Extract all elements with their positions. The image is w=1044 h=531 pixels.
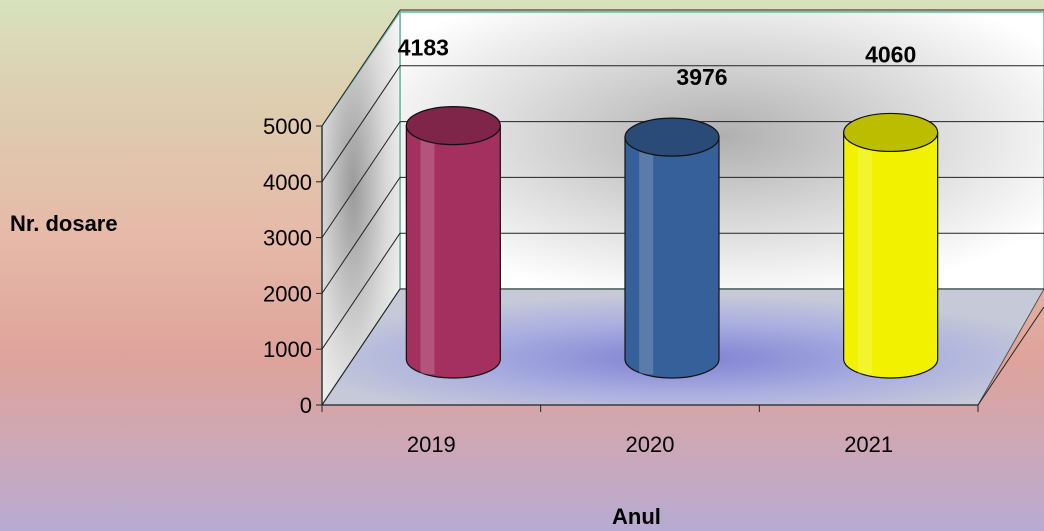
y-tick-label: 0 <box>300 393 312 418</box>
bar-2019 <box>405 105 501 379</box>
data-label-2021: 4060 <box>865 41 916 67</box>
data-label-2020: 3976 <box>676 64 727 90</box>
bar-2021 <box>843 112 939 379</box>
gridline-side <box>321 9 401 127</box>
gridline-side <box>321 288 401 406</box>
bar-top-shade <box>406 106 501 145</box>
bar-top <box>405 105 501 146</box>
bar-top <box>843 112 939 153</box>
gridline-side <box>321 65 401 183</box>
x-tick-label-2020: 2020 <box>626 432 675 457</box>
x-tick-label-2021: 2021 <box>844 432 893 457</box>
floor-edge <box>977 306 1044 406</box>
gridline-side <box>321 177 401 294</box>
y-axis-title: Nr. dosare <box>10 211 118 236</box>
bar-2020 <box>624 117 720 379</box>
y-tick-label: 2000 <box>263 281 312 306</box>
y-tick-label: 5000 <box>263 114 312 139</box>
y-tick-label: 3000 <box>263 226 312 251</box>
bar-body <box>843 131 939 379</box>
bar-top-shade <box>625 118 719 157</box>
x-tick-label-2019: 2019 <box>407 432 456 457</box>
bar-body <box>405 124 501 379</box>
y-tick-label: 4000 <box>263 170 312 195</box>
x-axis-title: Anul <box>612 504 661 529</box>
bar-top <box>624 117 720 157</box>
gridline-side <box>321 232 401 350</box>
data-label-2019: 4183 <box>398 35 449 61</box>
bar-top-shade <box>843 113 938 152</box>
bar-body <box>624 136 720 379</box>
gridline-side <box>321 121 401 238</box>
y-tick-label: 1000 <box>263 337 312 362</box>
